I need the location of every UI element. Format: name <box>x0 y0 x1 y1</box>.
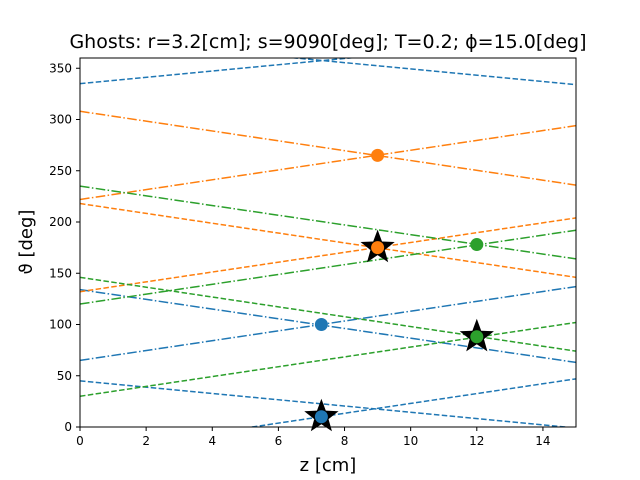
point-marker-6 <box>470 330 484 344</box>
x-tick-label: 0 <box>76 434 84 448</box>
y-tick-label: 200 <box>49 215 72 229</box>
series-line-10 <box>80 217 576 293</box>
y-axis-label: ϑ [deg] <box>16 210 37 275</box>
series-line-6 <box>80 288 576 364</box>
x-axis-label: z [cm] <box>300 455 357 476</box>
y-tick-label: 300 <box>49 113 72 127</box>
point-marker-5 <box>470 238 484 252</box>
y-tick-label: 50 <box>57 369 72 383</box>
series-line-9 <box>80 202 576 279</box>
series-line-2 <box>287 58 576 86</box>
y-tick-label: 350 <box>49 61 72 75</box>
y-tick-label: 100 <box>49 318 72 332</box>
point-markers <box>304 148 494 432</box>
x-tick-label: 2 <box>142 434 150 448</box>
series-line-5 <box>80 285 576 362</box>
x-tick-label: 12 <box>469 434 484 448</box>
point-marker-4 <box>371 241 385 255</box>
x-tick-label: 10 <box>403 434 418 448</box>
series-line-3 <box>80 380 574 427</box>
point-marker-3 <box>371 148 385 162</box>
y-tick-label: 150 <box>49 266 72 280</box>
series-line-1 <box>80 58 358 85</box>
series-line-12 <box>80 229 576 305</box>
x-tick-label: 8 <box>341 434 349 448</box>
x-axis-ticks: 0 2 4 6 8 10 12 14 <box>76 427 551 448</box>
series-line-14 <box>80 321 576 397</box>
point-marker-2 <box>314 410 328 424</box>
y-axis-ticks: 0 50 100 150 200 250 300 350 <box>49 61 80 434</box>
series-lines <box>80 58 576 427</box>
series-line-8 <box>80 124 576 201</box>
chart-title: Ghosts: r=3.2[cm]; s=9090[deg]; T=0.2; ϕ… <box>69 31 586 53</box>
plot-frame <box>79 57 577 428</box>
x-tick-label: 14 <box>535 434 550 448</box>
y-tick-label: 250 <box>49 164 72 178</box>
x-tick-label: 4 <box>208 434 216 448</box>
point-marker-1 <box>314 318 328 331</box>
series-line-13 <box>80 276 576 352</box>
series-line-7 <box>80 110 576 186</box>
series-line-11 <box>80 185 576 260</box>
x-tick-label: 6 <box>275 434 283 448</box>
y-tick-label: 0 <box>64 420 72 434</box>
